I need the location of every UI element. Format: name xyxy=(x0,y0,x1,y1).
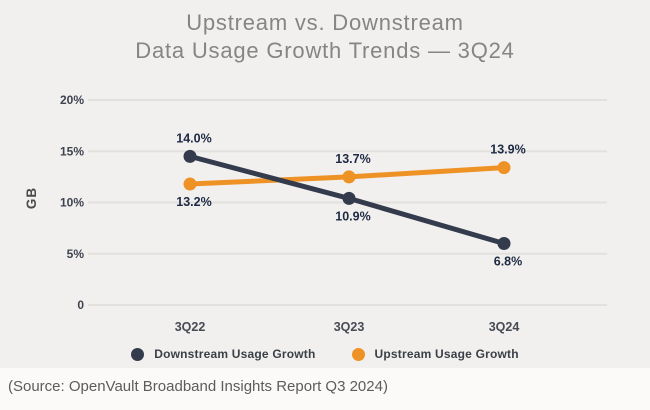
legend-item-upstream: Upstream Usage Growth xyxy=(351,347,519,361)
data-point-label: 13.9% xyxy=(490,143,525,157)
y-tick-label: 15% xyxy=(60,144,84,158)
data-point-label: 13.7% xyxy=(335,152,370,166)
data-point xyxy=(342,191,356,205)
data-point xyxy=(497,237,511,250)
chart-legend: Downstream Usage Growth Upstream Usage Gr… xyxy=(0,347,650,361)
data-point-label: 10.9% xyxy=(335,209,370,223)
legend-dot-upstream xyxy=(351,347,365,361)
y-tick-label: 20% xyxy=(60,93,84,107)
data-point-label: 13.2% xyxy=(176,195,211,209)
legend-item-downstream: Downstream Usage Growth xyxy=(131,347,315,361)
data-point xyxy=(497,161,511,175)
data-point-label: 14.0% xyxy=(176,131,211,145)
x-tick-label: 3Q23 xyxy=(334,320,365,334)
x-tick-label: 3Q22 xyxy=(175,320,206,334)
legend-dot-downstream xyxy=(131,347,145,361)
data-point xyxy=(183,149,197,163)
data-point xyxy=(342,170,356,184)
x-tick-label: 3Q24 xyxy=(489,320,520,334)
legend-label-downstream: Downstream Usage Growth xyxy=(154,347,316,361)
y-tick-label: 0 xyxy=(77,298,84,312)
chart-title-line-2: Data Usage Growth Trends — 3Q24 xyxy=(135,38,515,63)
y-tick-label: 5% xyxy=(67,247,85,261)
data-point-label: 6.8% xyxy=(494,255,523,269)
source-note: (Source: OpenVault Broadband Insights Re… xyxy=(8,378,388,395)
data-point xyxy=(183,177,197,191)
source-strip: (Source: OpenVault Broadband Insights Re… xyxy=(0,368,650,410)
chart-title-line-1: Upstream vs. Downstream xyxy=(186,10,464,35)
y-tick-label: 10% xyxy=(60,196,84,210)
chart-title: Upstream vs. Downstream Data Usage Growt… xyxy=(0,9,650,65)
y-axis-title: GB xyxy=(24,187,39,209)
legend-label-upstream: Upstream Usage Growth xyxy=(374,347,519,361)
